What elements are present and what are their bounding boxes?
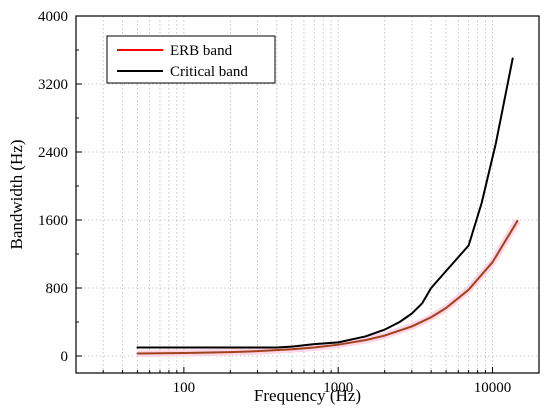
y-tick-label: 800 <box>46 281 69 297</box>
y-tick-label: 0 <box>61 349 69 365</box>
y-tick-label: 1600 <box>38 213 68 229</box>
y-tick-label: 2400 <box>38 145 68 161</box>
series-line-erb-band <box>136 219 519 355</box>
series-lines <box>136 57 521 357</box>
legend-label: ERB band <box>170 43 233 59</box>
legend-box <box>106 35 276 84</box>
y-tick-label: 4000 <box>38 9 68 25</box>
series-line-critical-band <box>136 57 514 349</box>
erb-band-shadow <box>137 219 521 357</box>
y-axis-title: Bandwidth (Hz) <box>7 139 26 249</box>
x-tick-label: 100 <box>173 380 196 396</box>
x-axis-ticks: 100 1000 10000 <box>102 367 512 396</box>
x-axis-title: Frequency (Hz) <box>254 386 361 405</box>
y-axis-ticks: 0 800 1600 2400 3200 4000 <box>38 9 82 365</box>
legend-label: Critical band <box>170 64 248 80</box>
plot-frame <box>75 15 540 374</box>
x-tick-label: 1000 <box>323 380 353 396</box>
y-tick-label: 3200 <box>38 77 68 93</box>
legend: ERB band Critical band <box>106 35 276 84</box>
x-tick-label: 10000 <box>474 380 512 396</box>
